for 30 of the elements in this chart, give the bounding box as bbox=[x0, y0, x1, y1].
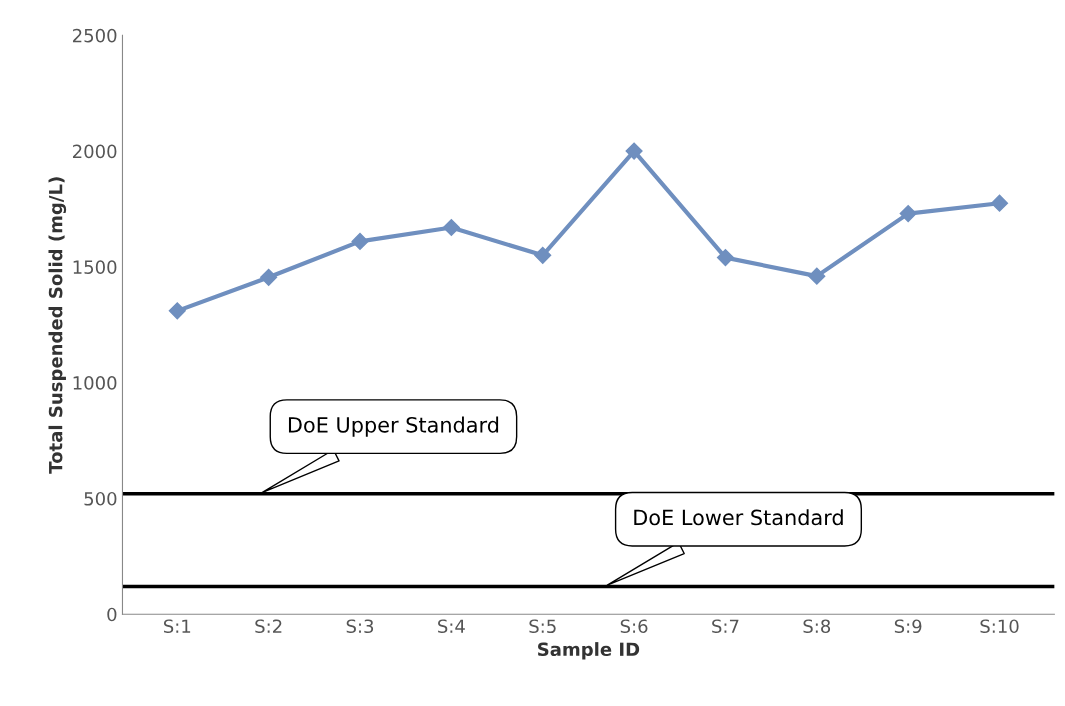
x-tick-label: S:8 bbox=[803, 619, 831, 634]
x-tick-label: S:9 bbox=[894, 619, 922, 634]
y-axis-title: Total Suspended Solid (mg/L) bbox=[48, 177, 67, 474]
point bbox=[351, 232, 369, 250]
x-tick-label: S:3 bbox=[346, 619, 374, 634]
x-tick-label: S:1 bbox=[163, 619, 191, 634]
ref-line-label: DoE Lower Standard bbox=[634, 509, 843, 526]
x-tick-label: S:5 bbox=[529, 619, 556, 634]
point bbox=[260, 268, 278, 286]
x-tick-label: S:10 bbox=[980, 619, 1019, 634]
point bbox=[442, 218, 460, 237]
point bbox=[534, 246, 552, 264]
x-tick-label: S:6 bbox=[620, 619, 648, 634]
point bbox=[990, 194, 1009, 212]
x-tick-label: S:2 bbox=[255, 619, 282, 634]
point bbox=[808, 267, 826, 285]
point bbox=[625, 142, 643, 160]
y-tick-label: 1500 bbox=[73, 260, 117, 274]
x-tick-label: S:7 bbox=[712, 619, 739, 634]
y-tick-label: 2000 bbox=[72, 144, 117, 159]
y-tick-label: 2500 bbox=[72, 28, 117, 43]
y-tick-label: 1000 bbox=[73, 376, 117, 390]
y-tick-label: 0 bbox=[107, 607, 117, 622]
point bbox=[168, 302, 186, 320]
ref-line-label: DoE Upper Standard bbox=[288, 416, 499, 437]
y-tick-label: 500 bbox=[84, 491, 117, 506]
x-axis-title: Sample ID bbox=[538, 642, 640, 660]
point bbox=[716, 249, 735, 267]
point bbox=[899, 205, 917, 223]
x-tick-label: S:4 bbox=[438, 619, 465, 634]
